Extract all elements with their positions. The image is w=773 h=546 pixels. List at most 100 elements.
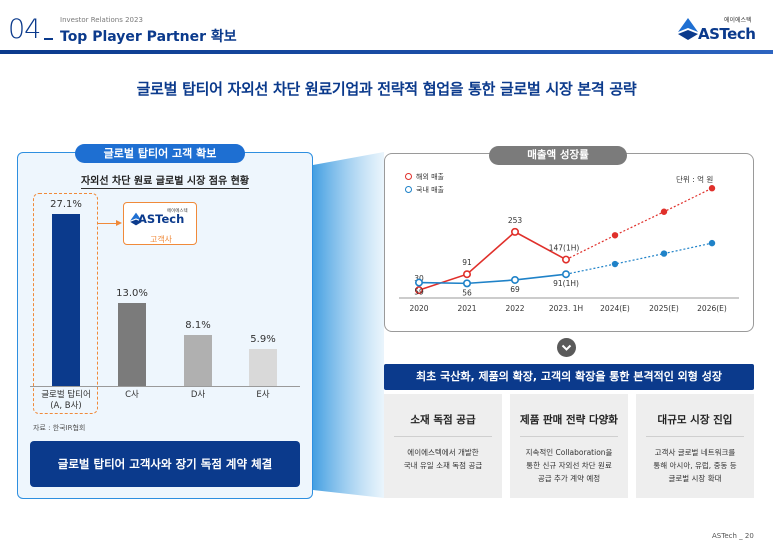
strategy-card-3: 대규모 시장 진입 고객사 글로벌 네트워크를 통해 아시아, 유럽, 중동 등…: [636, 394, 754, 498]
bar-category-label: C사: [125, 390, 139, 400]
customer-arrow-line: [98, 223, 118, 225]
card-description: 고객사 글로벌 네트워크를 통해 아시아, 유럽, 중동 등 글로벌 시장 확대: [640, 446, 750, 485]
customer-arrow-icon: [116, 220, 122, 226]
data-label: 91(1H): [553, 279, 579, 288]
card-title: 대규모 시장 진입: [657, 414, 733, 426]
left-panel-pill: 글로벌 탑티어 고객 확보: [75, 144, 245, 163]
page-title: Top Player Partner 확보: [60, 29, 237, 45]
x-tick-label: 2026(E): [697, 304, 727, 313]
section-number: 04: [8, 14, 41, 45]
section-underscore: [44, 38, 53, 40]
x-tick-label: 2021: [457, 304, 476, 313]
bar-category-label: D사: [190, 390, 206, 400]
bar-value-label: 8.1%: [185, 319, 211, 331]
series-point: [463, 270, 472, 279]
revenue-line-chart: 2020 2021 2022 2023. 1H 2024(E) 2025(E) 2026(E…: [399, 185, 739, 313]
customer-label: 고객사: [149, 235, 173, 244]
chevron-down-icon: [557, 338, 576, 357]
series-point: [708, 239, 716, 247]
card-line: 통해 아시아, 유럽, 중동 등: [653, 461, 737, 470]
series-projection-2: [565, 242, 713, 275]
legend-domestic: 국내 매출: [405, 185, 444, 195]
legend-overseas: 해외 매출: [405, 172, 444, 182]
series-point: [660, 250, 668, 257]
strategy-card-2: 제품 판매 전략 다양화 지속적인 Collaboration을 통한 신규 자…: [510, 394, 628, 498]
series-point: [611, 232, 619, 239]
series-point: [463, 279, 472, 288]
customer-logo-text: ASTech: [138, 212, 185, 226]
card-title: 소재 독점 공급: [410, 414, 476, 426]
legend-overseas-marker-icon: [405, 173, 412, 180]
bar-value-label: 13.0%: [116, 288, 148, 300]
logo-text: ASTech: [698, 25, 756, 43]
customer-logo-korean: 에이에스텍: [167, 209, 188, 214]
bar-axis-line: [30, 386, 300, 387]
bar-value-label: 27.1%: [50, 199, 82, 210]
company-logo: 에이에스텍 ASTech: [676, 14, 768, 46]
page-footer: ASTech _ 20: [712, 532, 754, 540]
bar-2: [118, 303, 146, 386]
bar-value-label: 5.9%: [250, 333, 276, 345]
card-divider: [394, 436, 492, 437]
market-share-title-text: 자외선 차단 원료 글로벌 시장 점유 현황: [80, 172, 250, 189]
card-description: 지속적인 Collaboration을 통한 신규 자외선 차단 원료 공급 추…: [514, 446, 624, 485]
x-tick-label: 2024(E): [600, 304, 630, 313]
customer-logo-mark-icon: [130, 212, 142, 226]
unit-label: 단위 : 억 원: [676, 175, 714, 184]
card-divider: [646, 436, 744, 437]
logo-mark-icon: [678, 18, 698, 40]
header-subtitle: Investor Relations 2023: [60, 16, 143, 24]
x-tick-label: 2020: [409, 304, 428, 313]
card-line: 공급 추가 계약 예정: [537, 474, 601, 483]
series-projection-1: [565, 187, 713, 261]
data-label: 147(1H): [549, 244, 580, 253]
card-divider: [520, 436, 618, 437]
strategy-bar: 최초 국산화, 제품의 확장, 고객의 확장을 통한 본격적인 외형 성장: [384, 364, 754, 390]
card-line: 국내 유일 소재 독점 공급: [403, 461, 483, 470]
card-line: 통한 신규 자외선 차단 원료: [526, 461, 612, 470]
data-label: 59: [414, 288, 424, 297]
card-line: 고객사 글로벌 네트워크를: [654, 448, 736, 457]
data-label: 69: [510, 285, 520, 294]
bar-3: [184, 334, 212, 386]
legend-domestic-marker-icon: [405, 186, 412, 193]
legend-domestic-label: 국내 매출: [416, 186, 444, 194]
bar-category-label: E사: [256, 390, 270, 400]
card-line: 지속적인 Collaboration을: [525, 448, 613, 457]
series-point: [611, 260, 619, 268]
left-banner: 글로벌 탑티어 고객사와 장기 독점 계약 체결: [30, 441, 300, 487]
strategy-card-1: 소재 독점 공급 에이에스텍에서 개발한 국내 유일 소재 독점 공급: [384, 394, 502, 498]
customer-logo-box: 에이에스텍 ASTech 고객사: [123, 202, 197, 245]
series-point: [511, 227, 520, 236]
logo-korean-text: 에이에스텍: [724, 17, 752, 24]
series-point: [660, 208, 668, 215]
series-point: [511, 275, 520, 284]
growth-panel-pill: 매출액 성장률: [489, 146, 627, 165]
series-point: [562, 270, 571, 279]
bar-4: [249, 348, 277, 386]
bar-1: [52, 214, 80, 386]
series-point: [414, 286, 423, 295]
series-point: [414, 278, 423, 287]
data-label: 56: [462, 288, 472, 297]
card-line: 글로벌 시장 확대: [668, 474, 722, 483]
series-line-2: [418, 273, 567, 285]
card-line: 에이에스텍에서 개발한: [407, 448, 479, 457]
data-label: 91: [462, 258, 472, 267]
card-description: 에이에스텍에서 개발한 국내 유일 소재 독점 공급: [388, 446, 498, 472]
series-point: [562, 255, 571, 264]
series-point: [708, 185, 716, 192]
source-note: 자료 : 한국IR협회: [33, 424, 86, 432]
card-title: 제품 판매 전략 다양화: [520, 414, 618, 426]
x-tick-label: 2022: [505, 304, 524, 313]
growth-panel: [384, 153, 754, 332]
chevron-glyph-icon: [561, 344, 572, 351]
data-label: 253: [508, 216, 523, 225]
market-share-title: 자외선 차단 원료 글로벌 시장 점유 현황: [20, 172, 310, 189]
bar-category-label: 글로벌 탑티어 (A, B사): [41, 390, 91, 411]
top-tier-highlight-box: [33, 193, 98, 414]
headline: 글로벌 탑티어 자외선 차단 원료기업과 전략적 협업을 통한 글로벌 시장 본…: [136, 80, 637, 98]
legend-overseas-label: 해외 매출: [416, 173, 444, 181]
x-tick-label: 2023. 1H: [549, 304, 583, 313]
